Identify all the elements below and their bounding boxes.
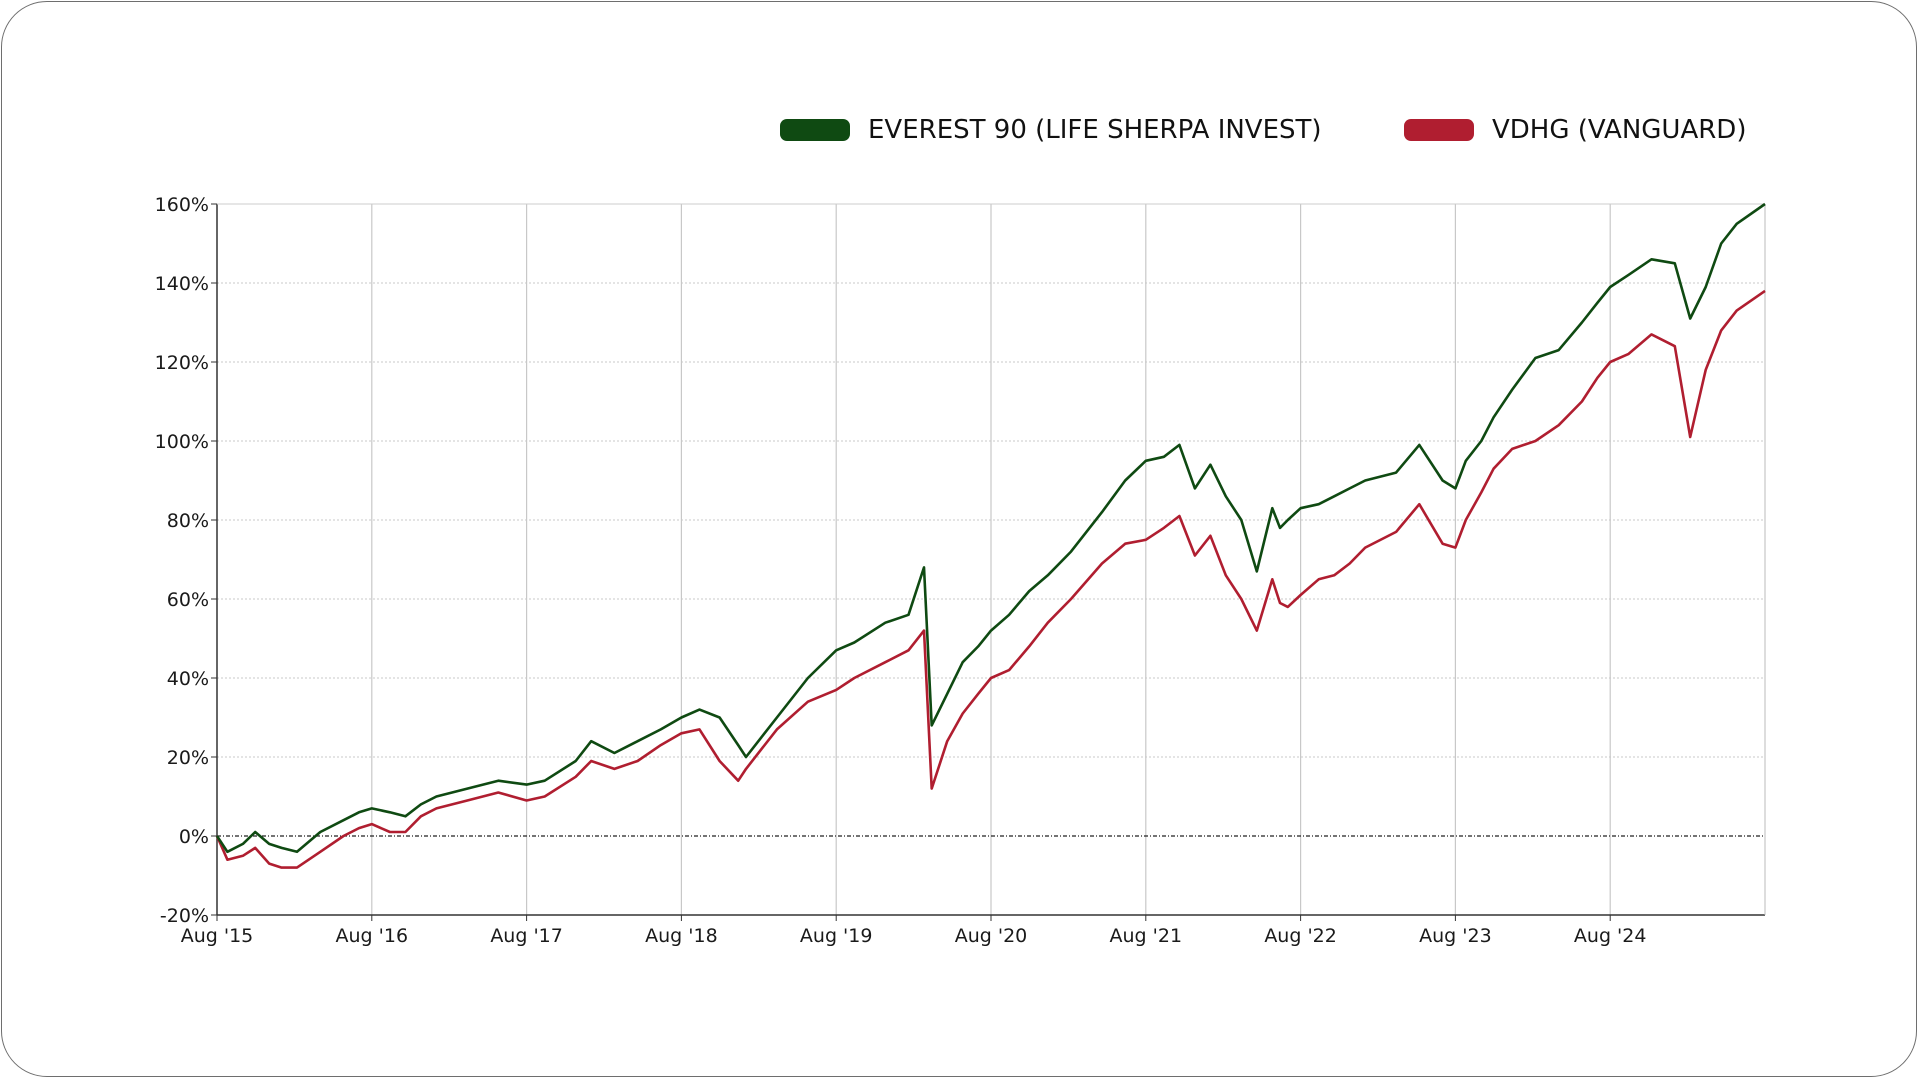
y-tick-label: 120% bbox=[155, 352, 209, 374]
y-tick-label: 0% bbox=[179, 826, 209, 848]
y-tick-label: 160% bbox=[155, 194, 209, 216]
y-tick-label: 40% bbox=[167, 668, 209, 690]
y-tick-label: 60% bbox=[167, 589, 209, 611]
x-tick-label: Aug '15 bbox=[181, 925, 254, 947]
x-tick-label: Aug '16 bbox=[336, 925, 409, 947]
x-tick-label: Aug '19 bbox=[800, 925, 873, 947]
y-tick-label: 80% bbox=[167, 510, 209, 532]
y-tick-label: 140% bbox=[155, 273, 209, 295]
legend-swatch-everest bbox=[780, 119, 850, 141]
x-tick-label: Aug '18 bbox=[645, 925, 718, 947]
x-tick-label: Aug '17 bbox=[490, 925, 563, 947]
y-tick-label: 100% bbox=[155, 431, 209, 453]
x-tick-label: Aug '24 bbox=[1574, 925, 1647, 947]
series-line-everest bbox=[215, 202, 1766, 854]
y-tick-label: -20% bbox=[160, 905, 209, 927]
chart-legend: EVEREST 90 (LIFE SHERPA INVEST) VDHG (VA… bbox=[780, 112, 1780, 148]
series-line-vdhg bbox=[215, 289, 1766, 869]
x-tick-label: Aug '21 bbox=[1110, 925, 1183, 947]
legend-item-vdhg: VDHG (VANGUARD) bbox=[1404, 112, 1746, 148]
legend-label-everest: EVEREST 90 (LIFE SHERPA INVEST) bbox=[868, 115, 1322, 145]
y-tick-label: 20% bbox=[167, 747, 209, 769]
legend-swatch-vdhg bbox=[1404, 119, 1474, 141]
x-tick-label: Aug '20 bbox=[955, 925, 1028, 947]
x-tick-label: Aug '22 bbox=[1264, 925, 1337, 947]
legend-label-vdhg: VDHG (VANGUARD) bbox=[1492, 115, 1747, 145]
legend-item-everest: EVEREST 90 (LIFE SHERPA INVEST) bbox=[780, 112, 1322, 148]
x-tick-label: Aug '23 bbox=[1419, 925, 1492, 947]
